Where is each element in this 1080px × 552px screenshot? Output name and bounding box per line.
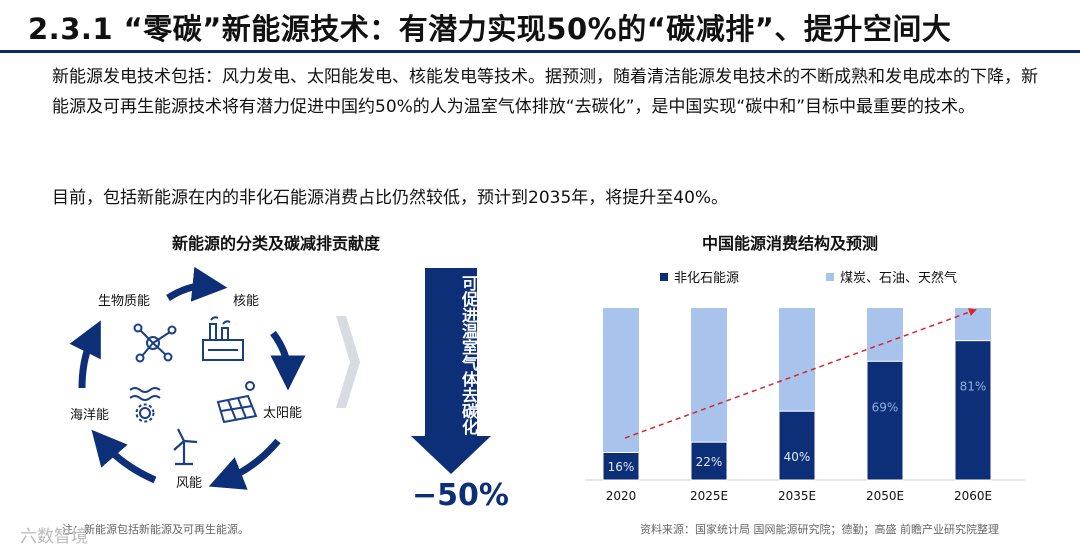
cycle-arrow-2 (270, 330, 306, 391)
data-label-2025E: 22% (696, 455, 723, 469)
bar-fossil-2060E (955, 308, 991, 341)
watermark: 六数智境 (20, 527, 88, 547)
data-label-2035E: 40% (784, 450, 811, 464)
left-footnote: 注：新能源包括新能源及可再生能源。 (62, 523, 249, 536)
left-panel-title: 新能源的分类及碳减排贡献度 (172, 234, 381, 253)
x-tick-2025E: 2025E (690, 489, 728, 503)
label-nuclear: 核能 (233, 294, 260, 309)
source-note: 资料来源：国家统计局 国网能源研究院；德勤；高盛 前瞻产业研究院整理 (640, 523, 999, 536)
trend-arrow (624, 308, 977, 439)
solar-panel-icon (216, 381, 258, 424)
molecule-icon (133, 323, 177, 363)
bar-nonfossil-2020 (602, 451, 640, 481)
label-ocean: 海洋能 (70, 408, 110, 423)
energy-structure-chart: 16% 2020 22% 2025E 40% 2035E 69% 2050E 81% 2060E (585, 308, 1025, 503)
legend-item-nonfossil: 非化石能源 (660, 267, 739, 286)
legend-label-fossil: 煤炭、石油、天然气 (840, 271, 958, 286)
title-rule (0, 50, 1080, 53)
x-tick-2020: 2020 (606, 489, 637, 503)
label-biomass: 生物质能 (98, 294, 151, 309)
legend-label-nonfossil: 非化石能源 (674, 271, 740, 286)
data-label-2060E: 81% (960, 380, 987, 394)
wind-turbine-icon (173, 428, 198, 466)
forecast-paragraph: 目前，包括新能源在内的非化石能源消费占比仍然较低，预计到2035年，将提升至40… (52, 188, 729, 208)
down-arrow-icon (411, 436, 491, 474)
label-wind: 风能 (176, 476, 203, 491)
data-label-2020: 16% (608, 460, 635, 474)
banner-bar (425, 268, 477, 438)
x-tick-2060E: 2060E (954, 489, 992, 503)
chart-title: 中国能源消费结构及预测 (702, 234, 879, 253)
bar-nonfossil-2025E (690, 441, 728, 481)
x-tick-2050E: 2050E (866, 489, 904, 503)
label-solar: 太阳能 (263, 406, 303, 421)
bar-fossil-2020 (603, 308, 639, 453)
cycle-arrow-1 (166, 266, 228, 302)
bar-nonfossil-2050E (866, 360, 904, 481)
banner-text: 可促进温室气体去碳化 (459, 274, 478, 435)
x-tick-2035E: 2035E (778, 489, 816, 503)
intro-paragraph: 新能源发电技术包括：风力发电、太阳能发电、核能发电等技术。据预测，随着清洁能源发… (52, 67, 1038, 117)
reduction-value: −50% (412, 478, 509, 513)
data-label-2050E: 69% (872, 400, 899, 414)
bar-nonfossil-2035E (778, 410, 816, 481)
cycle-arrow-3 (208, 438, 281, 490)
page-title: 2.3.1 “零碳”新能源技术：有潜力实现50%的“碳减排”、提升空间大 (28, 12, 952, 46)
bar-fossil-2035E (779, 308, 815, 412)
wave-gear-icon (129, 387, 161, 423)
cycle-arrow-5 (69, 320, 101, 389)
bar-fossil-2025E (691, 308, 727, 443)
bar-fossil-2050E (867, 308, 903, 362)
chevron-right-icon (336, 316, 360, 408)
energy-cycle-diagram (69, 266, 306, 490)
bar-nonfossil-2060E (954, 340, 992, 481)
legend-item-fossil: 煤炭、石油、天然气 (826, 267, 957, 286)
factory-icon (202, 316, 244, 361)
cycle-arrow-4 (91, 429, 157, 484)
